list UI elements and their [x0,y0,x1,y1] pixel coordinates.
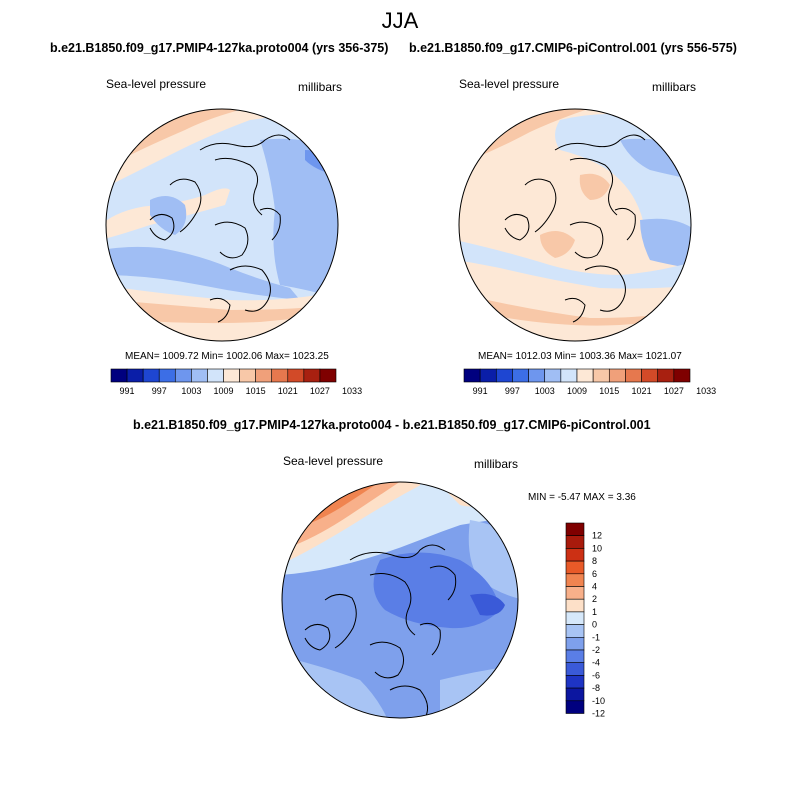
colorbar-2-tick: -6 [592,670,600,680]
colorbar-1-box [641,368,659,383]
colorbar-1-box [479,368,497,383]
panel-1-units: millibars [298,80,343,94]
colorbar-2-tick: -8 [592,683,600,693]
panel-2-title: b.e21.B1850.f09_g17.CMIP6-piControl.001 … [409,41,737,55]
colorbar-0-box [191,368,208,383]
colorbar-0-box [287,368,305,383]
colorbar-1-tick: 1003 [535,386,555,396]
colorbar-2-tick: -10 [592,696,605,706]
colorbar-0-tick: 1021 [278,386,298,396]
colorbar-1-tick: 1009 [567,386,587,396]
colorbar-0-box [255,368,273,383]
map-panel-1 [105,108,339,342]
panel-3-variable: Sea-level pressure [283,454,384,468]
colorbar-0-box [142,368,160,383]
colorbar-1-box [576,368,594,383]
colorbar-1-box [528,368,546,383]
colorbar-2-box [565,548,585,562]
map-panel-2 [458,108,692,342]
colorbar-0-tick: 1027 [310,386,330,396]
colorbar-0-box [239,368,256,383]
colorbar-0-box [207,368,224,383]
colorbar-1-tick: 1033 [696,386,716,396]
colorbar-0-box [126,368,144,383]
colorbar-2-box [565,636,585,651]
colorbar-1-box [657,368,675,383]
colorbar-0-tick: 1033 [342,386,362,396]
colorbar-1-tick: 997 [505,386,520,396]
panel-2-stats: MEAN= 1012.03 Min= 1003.36 Max= 1021.07 [478,351,682,362]
panel-1-title: b.e21.B1850.f09_g17.PMIP4-127ka.proto004… [50,41,389,55]
colorbar-1-box [673,368,691,383]
panel-2-variable: Sea-level pressure [459,77,560,91]
colorbar-0-box [319,368,337,383]
colorbar-0-tick: 1015 [246,386,266,396]
colorbar-2-box [565,535,585,549]
colorbar-2-tick: -1 [592,632,600,642]
colorbar-2-tick: 2 [592,594,597,604]
map-panel-3-difference [281,481,519,719]
colorbar-2-box [565,649,585,663]
colorbar-2-tick: -2 [592,645,600,655]
colorbar-2-tick: 8 [592,556,597,566]
colorbar-0-tick: 997 [152,386,167,396]
colorbar-1-box [512,368,529,383]
colorbar-0-tick: 1003 [181,386,201,396]
colorbar-2-box [565,662,585,676]
colorbar-2-tick: -4 [592,658,600,668]
colorbar-2-tick: 0 [592,620,597,630]
colorbar-2-box [565,611,585,625]
colorbar-0-box [174,368,192,383]
colorbar-1-box [495,368,513,383]
colorbar-0-box [110,368,128,383]
panel-3-units: millibars [474,457,519,471]
colorbar-2-box [565,598,585,613]
season-title: JJA [381,8,419,33]
colorbar-1-tick: 1021 [632,386,652,396]
colorbar-1-box [608,368,626,383]
colorbar-2-box [565,687,585,702]
colorbar-0-box [271,368,289,383]
colorbar-0-tick: 1009 [213,386,233,396]
colorbar-2-tick: 12 [592,531,602,541]
colorbar-1-box [592,368,610,383]
colorbar-0-box [303,368,321,383]
colorbar-0-box [223,368,240,383]
colorbar-1-tick: 991 [473,386,488,396]
colorbar-0-tick: 991 [120,386,135,396]
colorbar-2-tick: 4 [592,582,597,592]
colorbar-2-tick: 1 [592,607,597,617]
colorbar-2-box [565,573,585,587]
panel-3-title: b.e21.B1850.f09_g17.PMIP4-127ka.proto004… [133,418,651,432]
panel-2-units: millibars [652,80,697,94]
colorbar-2-box [565,624,585,638]
colorbar-2-box [565,700,585,714]
panel-1-variable: Sea-level pressure [106,77,207,91]
colorbar-2-box [565,560,585,575]
colorbar-1-box [625,368,642,383]
colorbar-1-box [544,368,562,383]
colorbar-1-box [560,368,578,383]
colorbar-1-tick: 1015 [599,386,619,396]
panel-1-stats: MEAN= 1009.72 Min= 1002.06 Max= 1023.25 [125,351,329,362]
colorbar-2-tick: 10 [592,543,602,553]
colorbar-2-box [565,522,585,536]
colorbar-2-tick: -12 [592,709,605,719]
colorbar-2-box [565,675,585,689]
colorbar-2-box [565,586,585,600]
colorbar-0-box [158,368,176,383]
colorbar-1-tick: 1027 [664,386,684,396]
panel-3-stats: MIN = -5.47 MAX = 3.36 [528,492,636,503]
colorbar-2-tick: 6 [592,569,597,579]
colorbar-1-box [463,368,481,383]
